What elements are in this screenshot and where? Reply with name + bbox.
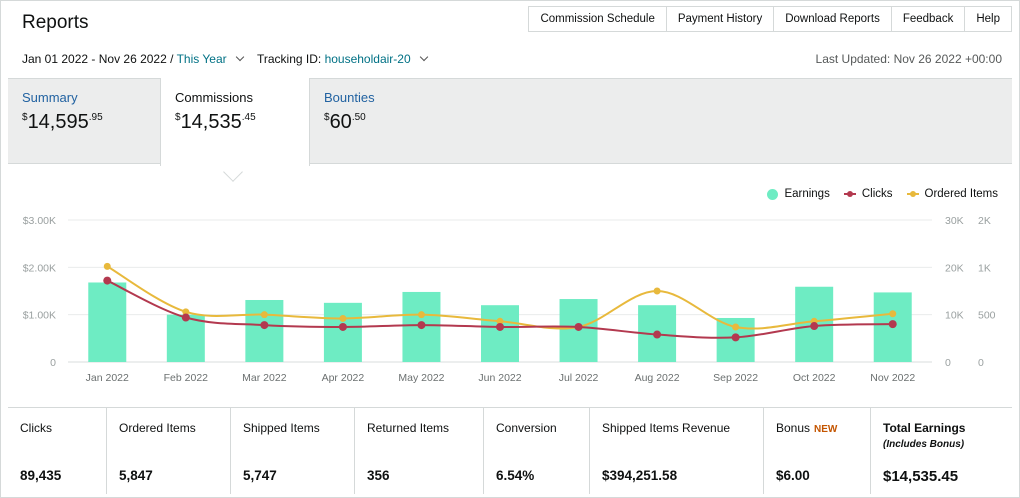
download-reports-button[interactable]: Download Reports [773,7,891,31]
tab-commissions[interactable]: Commissions $14,535.45 [160,78,310,166]
y-left-tick-label: $3.00K [23,215,56,227]
ordered-items-point [889,310,897,318]
tab-label: Bounties [324,90,375,105]
y-left-tick-label: $2.00K [23,262,56,274]
date-range-text: Jan 01 2022 - Nov 26 2022 / [22,52,174,66]
feedback-button[interactable]: Feedback [890,7,965,31]
stat-conversion: Conversion 6.54% [484,408,590,494]
stat-returned-items: Returned Items 356 [355,408,484,494]
y-right-items-tick-label: 2K [978,215,991,227]
tab-amount: $14,535.45 [175,111,256,133]
top-nav: Commission Schedule Payment History Down… [528,6,1012,32]
tab-label: Commissions [175,90,254,105]
ordered-items-point [182,308,190,316]
y-right-items-tick-label: 1K [978,262,991,274]
x-tick-label: Mar 2022 [242,372,287,384]
stat-clicks: Clicks 89,435 [8,408,107,494]
earnings-bar [166,314,205,362]
earnings-bar [481,305,519,362]
ordered-items-point [417,311,425,319]
ordered-items-point [260,311,268,319]
clicks-point [810,322,819,331]
tracking-id-value: householdair-20 [324,52,411,66]
tab-amount: $14,595.95 [22,111,103,133]
clicks-point [260,321,269,330]
y-right-clicks-tick-label: 10K [945,310,964,322]
tab-label: Summary [22,90,78,105]
commission-schedule-button[interactable]: Commission Schedule [529,7,666,31]
stats-bar: Clicks 89,435 Ordered Items 5,847 Shippe… [8,407,1012,494]
clicks-point [496,322,504,331]
ordered-items-point [653,287,661,295]
clicks-swatch [843,191,856,197]
y-right-clicks-tick-label: 0 [945,357,951,369]
ordered-items-swatch [906,191,919,197]
legend-earnings[interactable]: Earnings [767,188,830,200]
chevron-down-icon [235,52,245,62]
earnings-bar [323,302,362,362]
clicks-point [181,313,190,322]
ordered-items-point [339,314,347,322]
clicks-point [574,322,583,331]
x-tick-label: Jun 2022 [478,372,521,384]
clicks-point [653,330,662,339]
earnings-bar [88,282,127,362]
stat-total-earnings: Total Earnings (Includes Bonus) $14,535.… [883,421,966,485]
x-tick-label: May 2022 [398,372,444,384]
clicks-point [338,322,347,331]
x-tick-label: Apr 2022 [322,372,365,384]
help-button[interactable]: Help [964,7,1011,31]
earnings-bar [245,299,284,362]
date-range-dropdown[interactable]: Jan 01 2022 - Nov 26 2022 / This Year [22,52,245,66]
x-tick-label: Aug 2022 [635,372,680,384]
y-left-tick-label: $1.00K [23,310,56,322]
x-tick-label: Oct 2022 [793,372,836,384]
tab-bounties[interactable]: Bounties $60.50 [310,78,460,164]
y-right-clicks-tick-label: 20K [945,262,964,274]
legend-ordered-items[interactable]: Ordered Items [906,188,998,200]
payment-history-button[interactable]: Payment History [665,7,774,31]
clicks-point [731,333,740,342]
chevron-down-icon [419,52,429,62]
clicks-point [888,320,897,329]
legend-clicks[interactable]: Clicks [843,188,893,200]
new-badge: NEW [814,424,838,435]
x-tick-label: Feb 2022 [164,372,209,384]
earnings-chart: 0 0 0 $1.00K 10K 500 $2.00K 20K 1K $3.00K 30K 2K Jan… [23,215,996,384]
x-tick-label: Nov 2022 [870,372,915,384]
y-right-items-tick-label: 0 [978,357,984,369]
tracking-id-label: Tracking ID: [256,52,322,66]
tracking-id-dropdown[interactable]: Tracking ID: householdair-20 [256,52,429,66]
x-tick-label: Sep 2022 [713,372,758,384]
ordered-items-point [103,262,111,270]
y-right-clicks-tick-label: 30K [945,215,964,227]
stat-shipped-items: Shipped Items 5,747 [231,408,355,494]
earnings-swatch [767,188,779,200]
filter-bar: Jan 01 2022 - Nov 26 2022 / This Year Tr… [22,52,429,66]
ordered-items-point [732,323,740,331]
ordered-items-point [496,317,504,325]
page-title: Reports [22,12,89,33]
stat-bonus: Bonus NEW $6.00 [764,408,871,494]
tab-summary[interactable]: Summary $14,595.95 [8,78,160,164]
clicks-point [417,321,426,330]
stat-shipped-revenue: Shipped Items Revenue $394,251.58 [590,408,764,494]
chart-legend: Earnings Clicks Ordered Items [753,188,998,200]
tab-amount: $60.50 [324,111,366,133]
y-right-items-tick-label: 500 [978,310,996,322]
period-text: This Year [176,52,227,66]
y-left-tick-label: 0 [50,357,56,369]
clicks-point [103,276,112,285]
stat-ordered-items: Ordered Items 5,847 [107,408,231,494]
x-tick-label: Jan 2022 [86,372,129,384]
x-tick-label: Jul 2022 [559,372,599,384]
last-updated: Last Updated: Nov 26 2022 +00:00 [815,52,1002,66]
